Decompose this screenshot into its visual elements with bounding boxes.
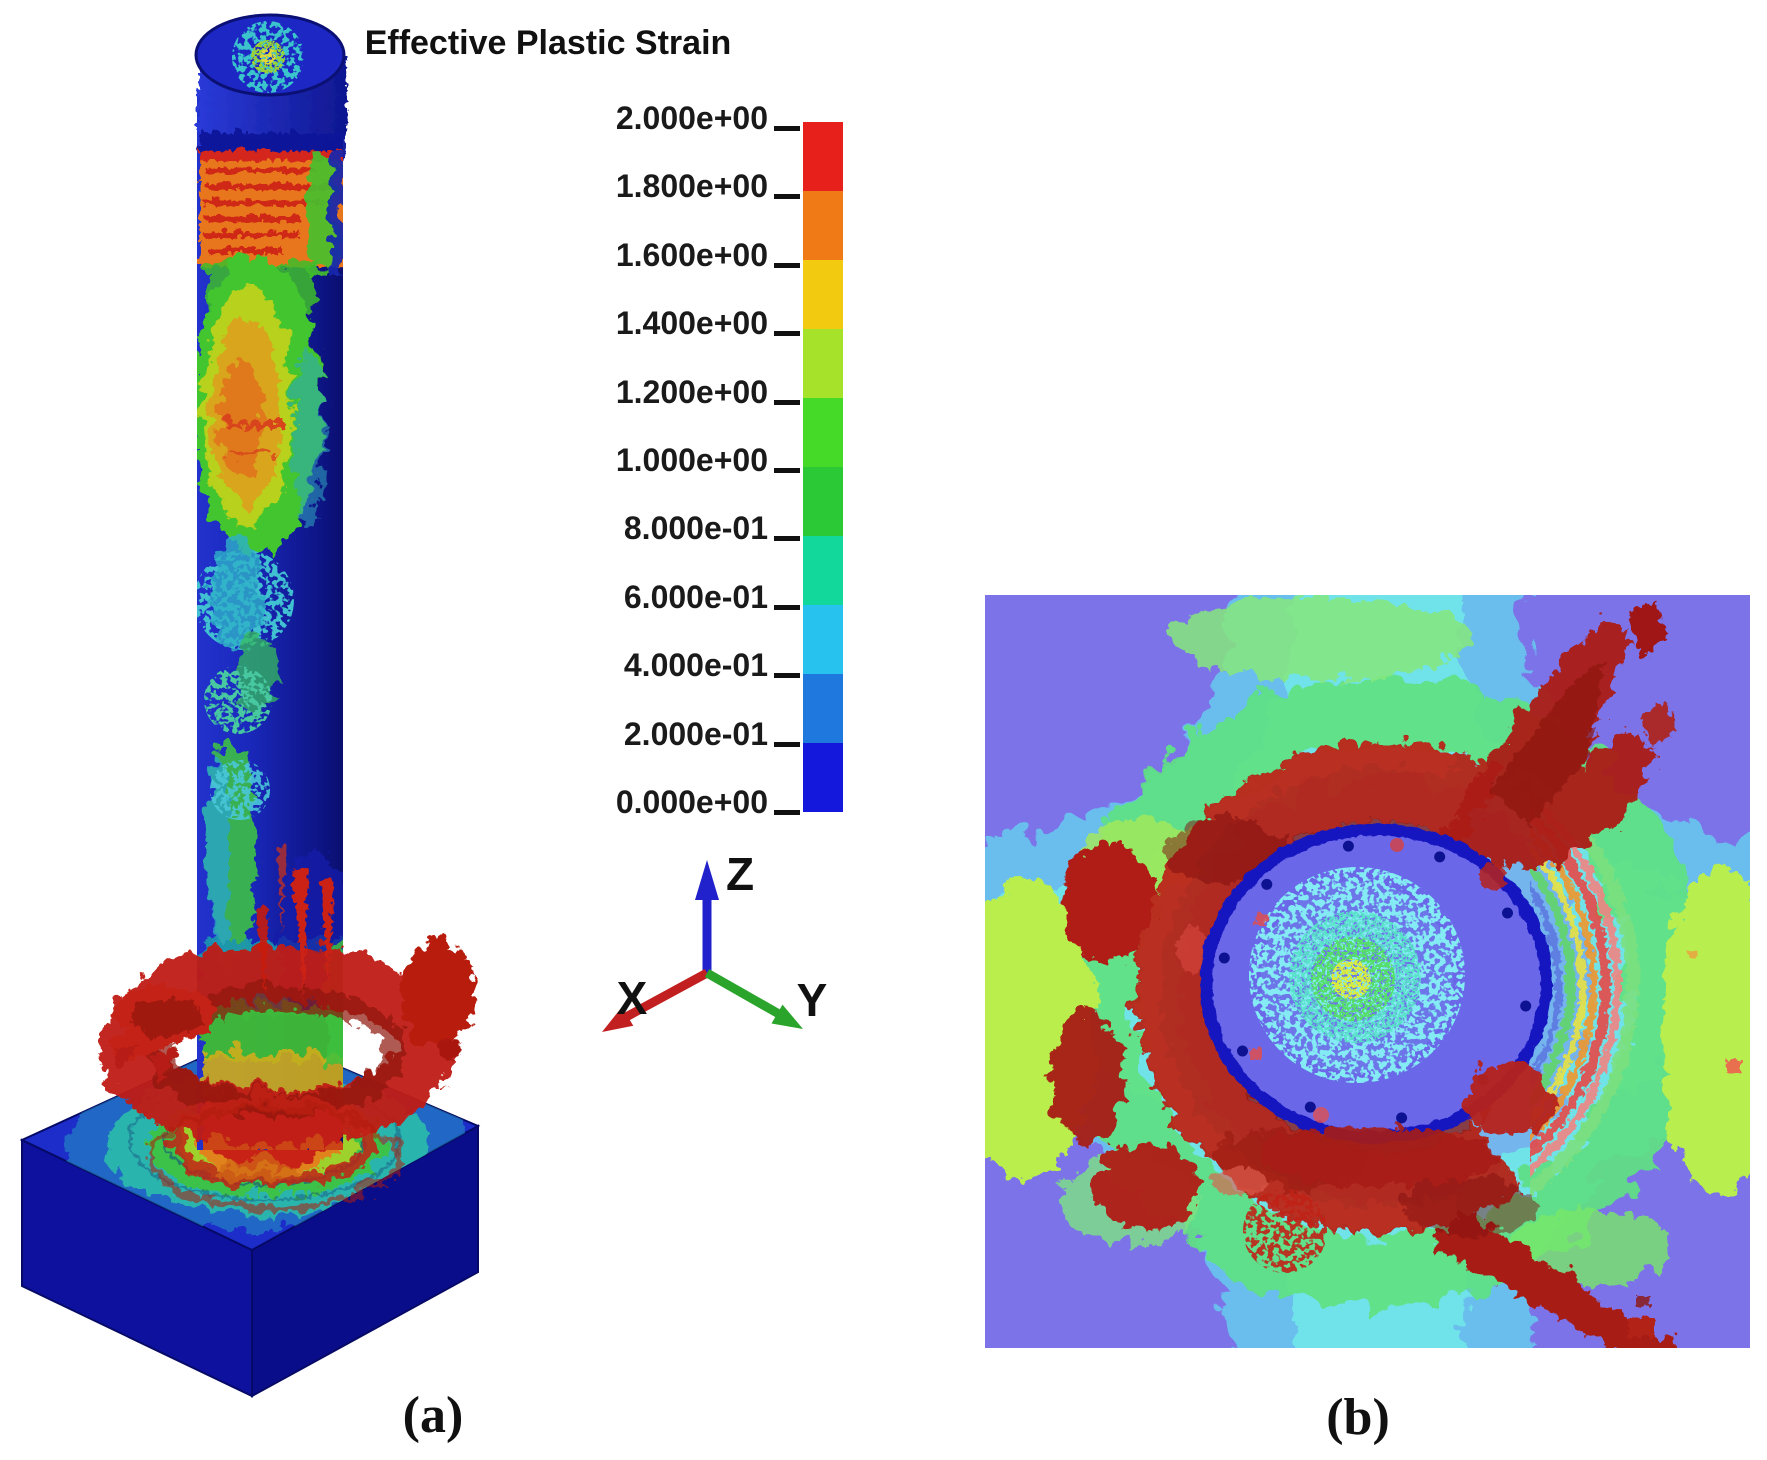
caption-a: (a) — [402, 1387, 464, 1444]
debris-over-ring — [1253, 861, 1549, 1181]
core-strain-speckle — [1249, 867, 1465, 1083]
legend-tick — [774, 468, 800, 473]
legend-value-label: 1.000e+00 — [615, 442, 768, 478]
z-axis-arrowhead — [695, 860, 719, 900]
legend-value-label: 1.800e+00 — [615, 168, 768, 204]
legend-tick — [774, 126, 800, 131]
column-tube-ring — [1199, 822, 1551, 1142]
legend-tick — [774, 536, 800, 541]
legend-value-label: 1.400e+00 — [615, 305, 768, 341]
y-axis-arrowhead — [771, 1004, 803, 1029]
x-axis-label: X — [617, 972, 648, 1024]
legend-title: Effective Plastic Strain — [364, 24, 732, 62]
legend-value-label: 2.000e-01 — [623, 716, 768, 752]
legend-colorbar — [803, 122, 843, 812]
colorbar-segment — [803, 329, 843, 398]
y-axis-arrow — [704, 969, 782, 1018]
legend-tick — [774, 605, 800, 610]
legend-tick — [774, 673, 800, 678]
x-axis-arrowhead — [602, 1007, 634, 1032]
legend-tick — [774, 810, 800, 815]
column-base-debris — [94, 843, 468, 1206]
strain-arc-bands — [1530, 771, 1637, 1193]
colorbar-segment — [803, 536, 843, 605]
legend-value-label: 1.200e+00 — [615, 374, 768, 410]
colorbar-segment — [803, 467, 843, 536]
z-axis-label: Z — [726, 848, 754, 900]
panel-b-render — [985, 595, 1750, 1348]
colorbar-segment — [803, 674, 843, 743]
axis-triad: Z X Y — [602, 848, 828, 1032]
colorbar-segment — [803, 605, 843, 674]
colorbar-segment — [803, 191, 843, 260]
legend-value-label: 6.000e-01 — [623, 579, 768, 615]
colorbar-segment — [803, 260, 843, 329]
panel-a-render — [19, 13, 481, 1398]
legend-value-label: 2.000e+00 — [615, 100, 768, 136]
colorbar-segment — [803, 398, 843, 467]
legend-tick — [774, 742, 800, 747]
legend-value-label: 8.000e-01 — [623, 510, 768, 546]
colorbar-segment — [803, 743, 843, 812]
caption-b: (b) — [1326, 1389, 1390, 1446]
y-axis-label: Y — [797, 974, 828, 1026]
legend-tick — [774, 194, 800, 199]
legend-tick — [774, 331, 800, 336]
legend-value-label: 0.000e+00 — [615, 784, 768, 820]
colorbar-segment — [803, 122, 843, 191]
legend-tick — [774, 263, 800, 268]
legend-value-label: 1.600e+00 — [615, 237, 768, 273]
legend-value-label: 4.000e-01 — [623, 647, 768, 683]
legend-tick — [774, 400, 800, 405]
x-axis-arrow — [623, 969, 710, 1021]
